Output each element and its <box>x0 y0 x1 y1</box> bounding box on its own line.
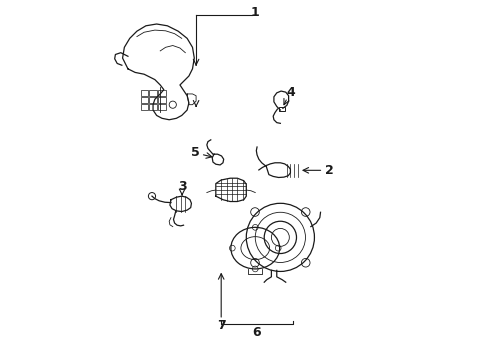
Bar <box>279 107 285 111</box>
Bar <box>149 104 157 110</box>
Text: 4: 4 <box>285 86 294 99</box>
Bar <box>158 90 166 96</box>
Bar <box>158 104 166 110</box>
Bar <box>140 97 148 103</box>
Text: 5: 5 <box>190 145 199 158</box>
Text: 2: 2 <box>325 164 333 177</box>
Text: 3: 3 <box>178 180 186 193</box>
Text: 1: 1 <box>250 6 259 19</box>
Bar <box>158 97 166 103</box>
Bar <box>140 104 148 110</box>
Text: 6: 6 <box>252 326 261 339</box>
Text: 7: 7 <box>216 319 225 332</box>
Bar <box>149 90 157 96</box>
Bar <box>149 97 157 103</box>
Bar <box>140 90 148 96</box>
